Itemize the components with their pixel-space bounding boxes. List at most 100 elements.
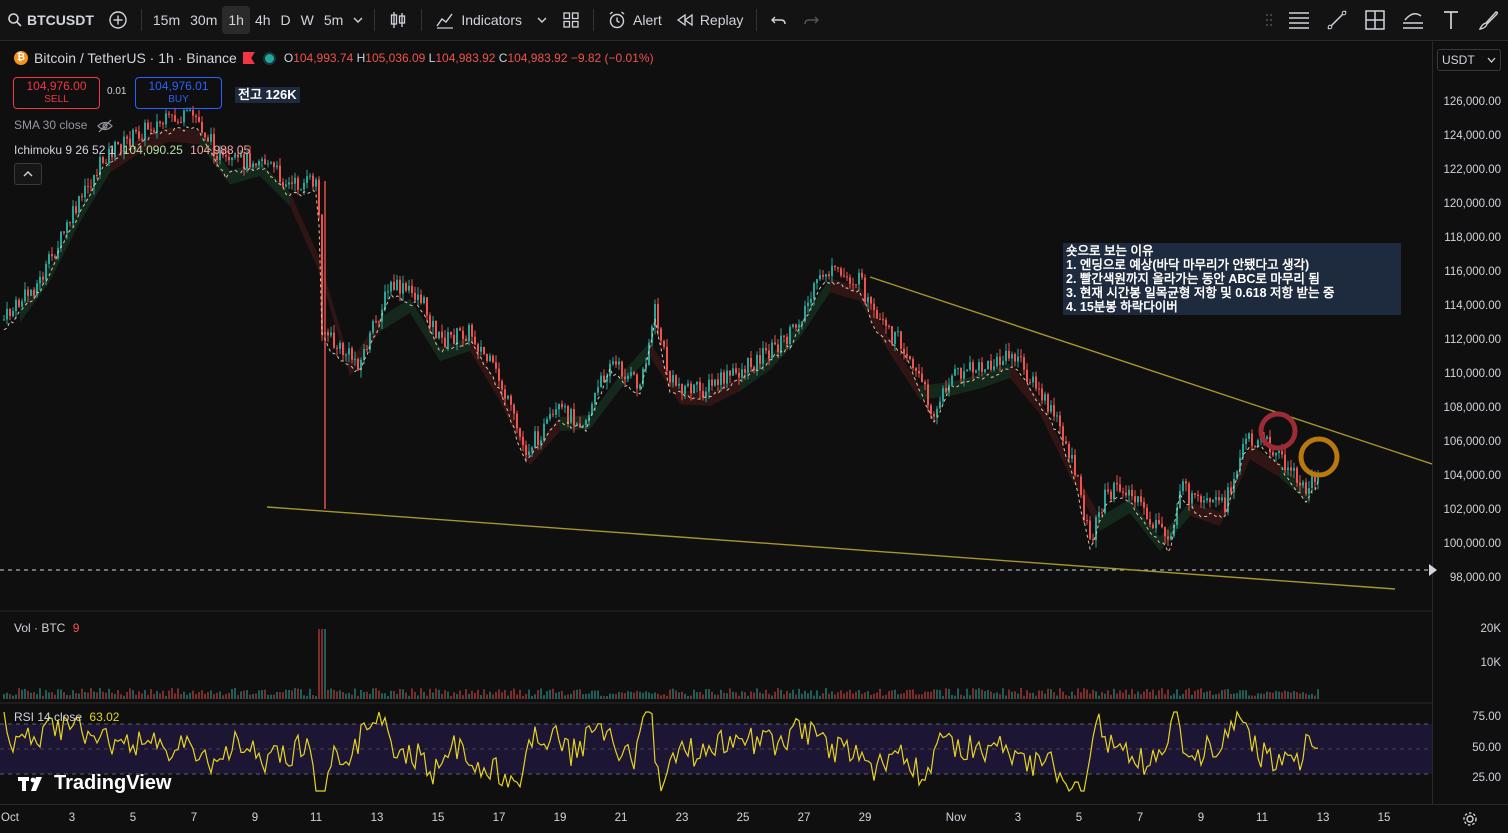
brush-icon[interactable] xyxy=(1470,0,1508,40)
volume-bar xyxy=(696,692,698,699)
previous-high-note[interactable]: 전고 126K xyxy=(235,87,300,103)
volume-bar xyxy=(969,695,971,699)
volume-bar xyxy=(432,692,434,699)
lower-trendline[interactable] xyxy=(266,506,1396,590)
volume-bar xyxy=(1080,692,1082,699)
fib-retracement-icon[interactable] xyxy=(1356,0,1394,40)
price-chart-canvas[interactable] xyxy=(0,41,1432,804)
currency-selector[interactable]: USDT xyxy=(1437,49,1501,71)
sell-button[interactable]: 104,976.00 SELL xyxy=(13,77,100,109)
candle-body xyxy=(1257,440,1259,447)
chart-pane[interactable] xyxy=(0,41,1432,804)
rsi-legend[interactable]: RSI 14 close 63.02 xyxy=(14,710,119,724)
ichimoku-legend[interactable]: Ichimoku 9 26 52 1 104,090.25 104,988.05 xyxy=(14,143,250,157)
tradingview-logo[interactable]: TradingView xyxy=(18,772,171,795)
candle-body xyxy=(1044,394,1046,401)
pattern-icon[interactable] xyxy=(1394,0,1432,40)
volume-bar xyxy=(1263,693,1265,699)
upper-trendline[interactable] xyxy=(869,276,1432,465)
volume-legend[interactable]: Vol · BTC 9 xyxy=(14,621,79,635)
candle-body xyxy=(858,272,860,285)
time-axis[interactable]: Oct 3 5 7 9 11 13 15 17 19 21 23 25 27 29 Nov 3 5 7 9 11 13 15 xyxy=(0,804,1508,833)
cloud-segment xyxy=(1010,364,1040,414)
trend-line-icon[interactable] xyxy=(1318,0,1356,40)
candle-body xyxy=(42,276,44,280)
settings-gear-icon[interactable] xyxy=(1462,811,1478,827)
candle-body xyxy=(834,265,836,268)
short-reason-note[interactable]: 숏으로 보는 이유 1. 엔딩으로 예상(바닥 마무리가 안됐다고 생각) 2.… xyxy=(1063,243,1401,315)
candle-body xyxy=(966,369,968,372)
candle-body xyxy=(1131,489,1133,497)
candle-body xyxy=(627,375,629,380)
ichimoku-base-line xyxy=(3,126,1319,553)
candle-body xyxy=(1245,438,1247,444)
volume-bar xyxy=(441,693,443,699)
drag-handle-icon[interactable] xyxy=(1258,0,1280,40)
collapse-legend-button[interactable] xyxy=(14,163,42,185)
candle-body xyxy=(729,370,731,376)
volume-bar xyxy=(576,689,578,699)
volume-bar xyxy=(1293,690,1295,699)
interval-15m[interactable]: 15m xyxy=(148,0,185,40)
chart-type-button[interactable] xyxy=(381,0,415,40)
candle-body xyxy=(375,321,377,323)
red-circle-marker[interactable] xyxy=(1258,411,1298,451)
symbol-title[interactable]: Bitcoin / TetherUS · 1h · Binance xyxy=(34,50,237,66)
candle-body xyxy=(1122,491,1124,493)
rewind-icon xyxy=(676,13,693,27)
candle-body xyxy=(774,342,776,345)
interval-W[interactable]: W xyxy=(296,0,319,40)
drawing-toolbar xyxy=(1258,0,1508,40)
volume-bar xyxy=(21,689,23,699)
sma-legend[interactable]: SMA 30 close xyxy=(14,118,113,133)
candle-body xyxy=(747,358,749,373)
volume-bar xyxy=(1050,689,1052,699)
candle-body xyxy=(702,390,704,398)
layouts-button[interactable] xyxy=(555,0,587,40)
eye-off-icon[interactable] xyxy=(96,119,113,133)
candle-body xyxy=(1281,450,1283,455)
volume-bar xyxy=(285,689,287,699)
volume-bar xyxy=(993,693,995,699)
candle-body xyxy=(879,318,881,320)
indicators-dropdown[interactable] xyxy=(529,0,555,40)
compare-button[interactable] xyxy=(101,0,135,40)
volume-bar xyxy=(954,695,956,699)
text-tool-icon[interactable] xyxy=(1432,0,1470,40)
volume-bar xyxy=(27,690,29,699)
candle-body xyxy=(810,298,812,303)
candle-body xyxy=(933,414,935,417)
volume-bar xyxy=(786,691,788,699)
redo-button[interactable] xyxy=(795,0,827,40)
candle-body xyxy=(750,358,752,368)
interval-30m[interactable]: 30m xyxy=(185,0,222,40)
interval-dropdown[interactable] xyxy=(348,0,368,40)
volume-bar xyxy=(1218,693,1220,699)
price-tick: 108,000.00 xyxy=(1443,402,1501,414)
interval-5m[interactable]: 5m xyxy=(319,0,348,40)
orange-circle-marker[interactable] xyxy=(1298,436,1340,478)
indicators-button[interactable]: Indicators xyxy=(428,0,529,40)
candle-body xyxy=(39,276,41,284)
undo-button[interactable] xyxy=(763,0,795,40)
candle-body xyxy=(1209,498,1211,503)
volume-bar xyxy=(567,694,569,699)
volume-bar xyxy=(966,688,968,699)
alert-button[interactable]: Alert xyxy=(600,0,669,40)
candle-body xyxy=(1167,536,1169,540)
candle-body xyxy=(615,361,617,365)
candle-body xyxy=(81,196,83,198)
candle-body xyxy=(1317,475,1319,483)
volume-bar xyxy=(450,695,452,699)
interval-1h[interactable]: 1h xyxy=(222,6,250,34)
price-axis[interactable]: USDT 126,000.00 124,000.00 122,000.00 120,0… xyxy=(1429,41,1508,804)
lines-menu-icon[interactable] xyxy=(1280,0,1318,40)
replay-button[interactable]: Replay xyxy=(669,0,751,40)
flag-icon[interactable] xyxy=(242,52,255,64)
time-tick: 23 xyxy=(675,812,689,824)
cloud-segment xyxy=(380,298,410,332)
buy-button[interactable]: 104,976.01 BUY xyxy=(135,77,222,109)
interval-4h[interactable]: 4h xyxy=(250,0,276,40)
symbol-search[interactable]: BTCUSDT xyxy=(0,0,101,40)
interval-D[interactable]: D xyxy=(276,0,296,40)
